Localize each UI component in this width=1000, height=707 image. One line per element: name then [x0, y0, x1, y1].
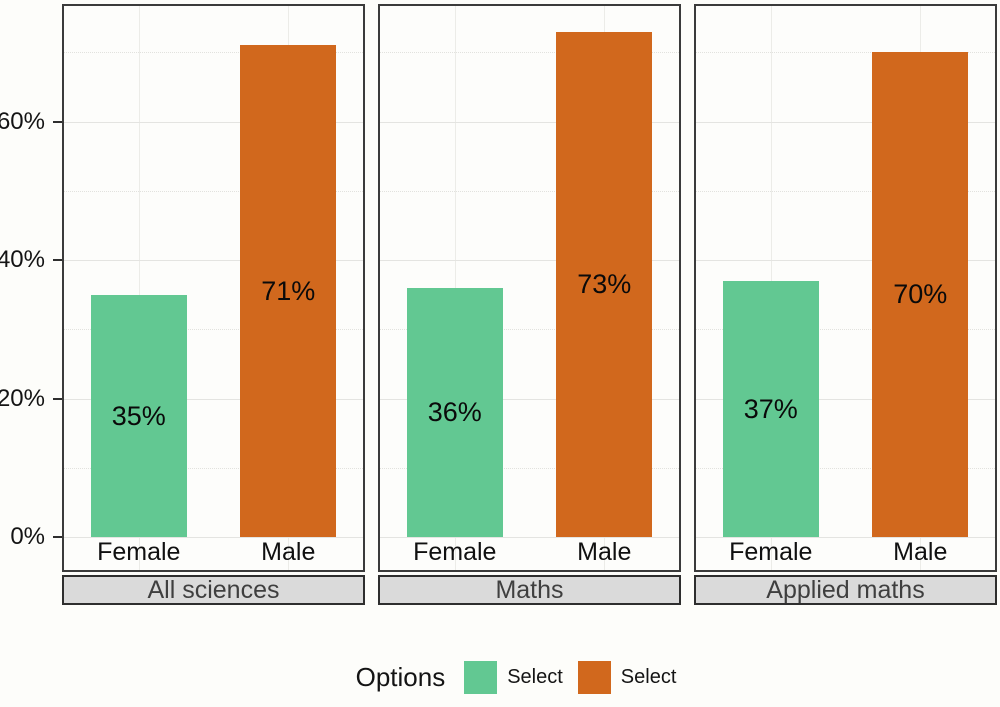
y-tick-label: 60%: [0, 107, 45, 135]
legend: Options Select Select: [0, 657, 1000, 697]
bar-slot: 73%: [530, 32, 680, 537]
x-axis-labels: Female Male: [64, 537, 363, 570]
bar-male: 70%: [872, 52, 969, 537]
bar-female: 36%: [406, 288, 503, 537]
bar-slot: 71%: [214, 45, 364, 537]
panel: 36% 73% Female Male: [378, 4, 681, 572]
y-axis: 0% 20% 40% 60%: [0, 0, 62, 605]
legend-item-green: Select: [464, 660, 563, 694]
gridlines: [380, 6, 679, 538]
gridlines: [64, 6, 363, 538]
bar-value-label: 35%: [111, 400, 166, 431]
y-tick-label: 40%: [0, 246, 45, 274]
y-tick-mark: [53, 259, 62, 262]
bar-value-label: 36%: [427, 397, 482, 427]
gridline-vertical: [138, 6, 140, 570]
x-label-female: Female: [413, 538, 497, 566]
legend-item-label: Select: [507, 665, 563, 688]
facet-strip: All sciences: [62, 575, 365, 605]
bars: 36% 73%: [380, 6, 679, 537]
x-label-female: Female: [729, 538, 813, 566]
facet-maths: 36% 73% Female Male: [378, 4, 681, 605]
bar-slot: 36%: [380, 288, 530, 537]
y-tick-mark: [53, 397, 62, 400]
bar-female: 37%: [722, 281, 819, 537]
facet-strip: Applied maths: [694, 575, 997, 605]
bar-slot: 70%: [846, 52, 996, 537]
x-label-male: Male: [893, 538, 948, 566]
facet-applied-maths: 37% 70% Female Male: [694, 4, 997, 605]
legend-item-label: Select: [620, 665, 677, 688]
y-tick-label: 0%: [10, 523, 45, 550]
facet-all-sciences: 35% 71% Female Male: [62, 4, 365, 605]
gridlines: [696, 6, 995, 538]
facet-panels: 35% 71% Female Male: [62, 4, 997, 605]
x-axis-labels: Female Male: [696, 537, 995, 570]
panel: 35% 71% Female Male: [62, 4, 365, 572]
chart-area: 0% 20% 40% 60%: [0, 0, 997, 605]
bar-value-label: 70%: [893, 279, 948, 309]
legend-item-orange: Select: [577, 660, 677, 694]
bars: 37% 70%: [696, 6, 995, 537]
legend-swatch-green: [464, 660, 498, 694]
legend-title: Options: [355, 661, 446, 692]
panel: 37% 70% Female Male: [694, 4, 997, 572]
legend-swatch-orange: [577, 660, 611, 694]
facet-strip-label: Maths: [495, 575, 564, 604]
facet-strip-label: Applied maths: [766, 575, 925, 604]
x-label-male: Male: [577, 538, 632, 566]
bar-slot: 35%: [64, 295, 214, 537]
bar-male: 71%: [240, 45, 337, 537]
facet-strip-label: All sciences: [147, 575, 280, 604]
bar-male: 73%: [556, 32, 653, 537]
x-label-male: Male: [261, 538, 316, 566]
bar-value-label: 73%: [577, 269, 632, 299]
bars: 35% 71%: [64, 6, 363, 537]
bar-value-label: 71%: [261, 275, 316, 306]
y-tick-mark: [53, 120, 62, 123]
bar-female: 35%: [90, 295, 187, 537]
facet-strip: Maths: [378, 575, 681, 605]
x-axis-labels: Female Male: [380, 537, 679, 570]
x-label-female: Female: [97, 538, 181, 566]
y-tick-label: 20%: [0, 384, 45, 412]
y-tick-mark: [53, 536, 62, 538]
bar-slot: 37%: [696, 281, 846, 537]
bar-value-label: 37%: [743, 393, 798, 424]
